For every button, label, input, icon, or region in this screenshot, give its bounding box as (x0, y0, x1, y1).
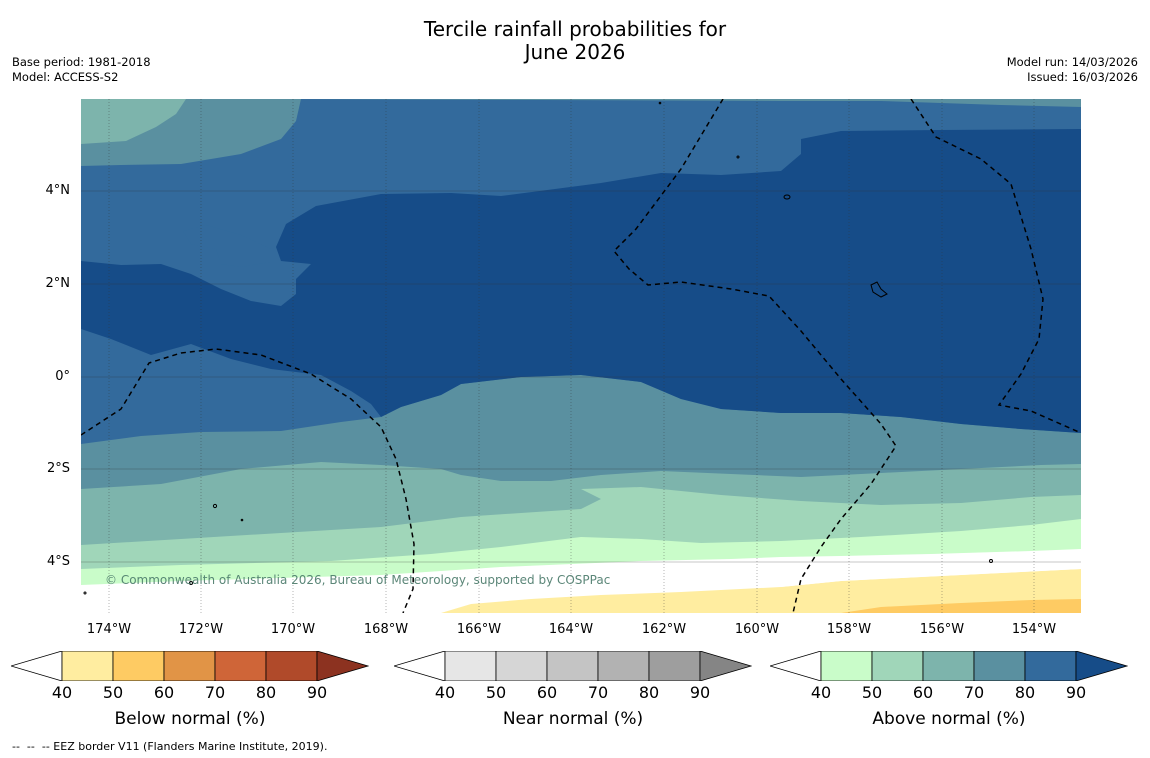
above-normal-40-white-gap (721, 557, 1081, 587)
above-normal-60-north (81, 99, 186, 144)
map-panel (81, 99, 1081, 613)
below-normal-50-area (841, 599, 1081, 613)
colorbar-tick: 90 (689, 683, 711, 702)
probability-map (81, 99, 1081, 613)
colorbar-tick: 40 (51, 683, 73, 702)
copyright-notice: © Commonwealth of Australia 2026, Bureau… (105, 573, 611, 587)
colorbar-right-arrow (316, 651, 369, 681)
lat-label-2n: 2°N (45, 276, 71, 291)
above-normal-90-core (81, 129, 1081, 433)
near-normal-colorbar-svg (394, 651, 752, 681)
lon-label-164w: 164°W (548, 622, 594, 637)
colorbar-left-arrow (770, 651, 822, 681)
above-normal-colorbar (770, 651, 1128, 681)
colorbar-right-arrow (699, 651, 752, 681)
model-name: Model: ACCESS-S2 (12, 70, 119, 84)
colorbar-tick: 80 (1014, 683, 1036, 702)
lon-label-160w: 160°W (734, 622, 780, 637)
colorbar-tick: 70 (204, 683, 226, 702)
colorbar-tick: 40 (434, 683, 456, 702)
title-line-1: Tercile rainfall probabilities for (423, 17, 727, 41)
colorbar-tick: 80 (638, 683, 660, 702)
title-line-2: June 2026 (524, 40, 626, 64)
colorbar-segment (871, 651, 924, 681)
map-title: Tercile rainfall probabilities for June … (0, 18, 1150, 64)
colorbar-left-arrow (11, 651, 63, 681)
near-normal-label: Near normal (%) (502, 709, 644, 729)
lat-label-4n: 4°N (45, 183, 71, 198)
issued-date: Issued: 16/03/2026 (1027, 70, 1138, 84)
below-normal-label: Below normal (%) (114, 709, 266, 729)
below-normal-colorbar (11, 651, 369, 681)
base-period: Base period: 1981-2018 (12, 55, 151, 69)
below-normal-colorbar-svg (11, 651, 369, 681)
colorbar-segment (1024, 651, 1077, 681)
colorbar-segment (265, 651, 318, 681)
lon-label-158w: 158°W (826, 622, 872, 637)
above-normal-colorbar-svg (770, 651, 1128, 681)
lon-label-162w: 162°W (641, 622, 687, 637)
colorbar-tick: 50 (861, 683, 883, 702)
eez-footnote: -- -- -- EEZ border V11 (Flanders Marine… (12, 740, 328, 753)
colorbar-segment (112, 651, 165, 681)
lat-label-2s: 2°S (46, 461, 70, 476)
colorbar-segment (214, 651, 267, 681)
colorbar-left-arrow (394, 651, 446, 681)
lon-label-154w: 154°W (1011, 622, 1057, 637)
colorbar-tick: 60 (536, 683, 558, 702)
meta-right: Model run: 14/03/2026 Issued: 16/03/2026 (1007, 55, 1138, 85)
below-normal-40-area (441, 569, 1081, 613)
colorbar-segment (820, 651, 873, 681)
colorbar-segment (648, 651, 701, 681)
colorbar-tick: 50 (102, 683, 124, 702)
above-normal-70-north-east (301, 99, 1081, 107)
colorbar-segment (546, 651, 599, 681)
colorbar-segment (495, 651, 548, 681)
lat-label-0: 0° (55, 369, 70, 384)
eez-borders (81, 99, 1081, 613)
colorbar-segment (922, 651, 975, 681)
colorbar-right-arrow (1075, 651, 1128, 681)
lon-label-156w: 156°W (919, 622, 965, 637)
above-normal-label: Above normal (%) (872, 709, 1026, 729)
colorbar-tick: 50 (485, 683, 507, 702)
colorbar-segment (444, 651, 497, 681)
lon-label-170w: 170°W (270, 622, 316, 637)
colorbar-tick: 60 (153, 683, 175, 702)
model-run: Model run: 14/03/2026 (1006, 55, 1138, 69)
meta-left: Base period: 1981-2018 Model: ACCESS-S2 (12, 55, 151, 85)
colorbar-segment (973, 651, 1026, 681)
colorbar-tick: 70 (963, 683, 985, 702)
colorbar-segment (163, 651, 216, 681)
colorbar-tick: 90 (1065, 683, 1087, 702)
colorbar-segment (597, 651, 650, 681)
lon-label-174w: 174°W (86, 622, 132, 637)
colorbar-tick: 40 (810, 683, 832, 702)
lat-label-4s: 4°S (46, 554, 70, 569)
lon-label-172w: 172°W (178, 622, 224, 637)
colorbar-tick: 90 (306, 683, 328, 702)
lon-label-166w: 166°W (456, 622, 502, 637)
islands (83, 101, 993, 595)
latitude-gridlines (81, 190, 1081, 563)
colorbar-tick: 80 (255, 683, 277, 702)
above-normal-80-blob (183, 225, 271, 267)
near-normal-colorbar (394, 651, 752, 681)
colorbar-tick: 60 (912, 683, 934, 702)
lon-label-168w: 168°W (363, 622, 409, 637)
colorbar-tick: 70 (587, 683, 609, 702)
colorbar-segment (61, 651, 114, 681)
